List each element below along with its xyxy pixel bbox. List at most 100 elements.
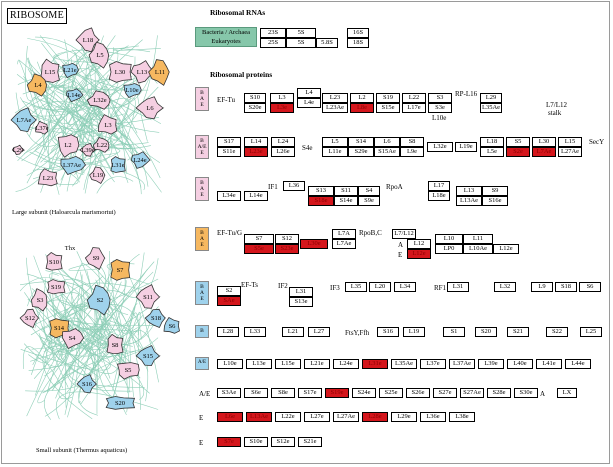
- large-subunit-protein[interactable]: [34, 120, 49, 135]
- protein-cell[interactable]: L28e: [362, 412, 388, 422]
- protein-cell[interactable]: L14e: [244, 191, 268, 201]
- protein-cell[interactable]: S20e: [244, 103, 266, 113]
- protein-cell[interactable]: L10e: [217, 359, 243, 369]
- protein-cell[interactable]: L22e: [275, 412, 301, 422]
- ef-tu-g-label[interactable]: EF-Tu/G: [217, 229, 243, 237]
- protein-cell[interactable]: S18e: [308, 196, 334, 206]
- protein-cell[interactable]: L31e: [362, 359, 388, 369]
- protein-cell[interactable]: S12: [275, 234, 299, 244]
- protein-cell[interactable]: L11e: [322, 147, 348, 157]
- large-subunit-protein[interactable]: [148, 59, 170, 86]
- protein-cell[interactable]: S28e: [487, 388, 511, 398]
- protein-cell[interactable]: S3: [428, 93, 452, 103]
- l7l12-label[interactable]: L7/L12: [546, 101, 567, 109]
- rrna-cell[interactable]: 23S: [260, 28, 286, 38]
- small-subunit-protein[interactable]: [30, 288, 48, 312]
- protein-cell[interactable]: L27: [308, 327, 330, 337]
- protein-cell[interactable]: L7A: [332, 229, 356, 239]
- protein-cell[interactable]: S4: [358, 186, 380, 196]
- protein-cell[interactable]: L5e: [480, 147, 504, 157]
- protein-cell[interactable]: L30: [532, 137, 556, 147]
- protein-cell[interactable]: L32: [494, 282, 516, 292]
- protein-cell[interactable]: LX: [557, 388, 577, 398]
- protein-cell[interactable]: S19: [376, 93, 400, 103]
- rf1-label[interactable]: RF1: [434, 284, 447, 292]
- protein-cell[interactable]: S23e: [275, 244, 299, 254]
- large-subunit-protein[interactable]: [26, 73, 47, 97]
- large-subunit-protein[interactable]: [60, 155, 87, 175]
- protein-cell[interactable]: L44e: [565, 359, 591, 369]
- protein-cell[interactable]: S17e: [298, 388, 322, 398]
- ef-tu-label[interactable]: EF-Tu: [217, 96, 236, 104]
- protein-cell[interactable]: L41e: [536, 359, 562, 369]
- protein-cell[interactable]: L22: [402, 93, 426, 103]
- protein-cell[interactable]: L13e: [246, 359, 272, 369]
- large-subunit-protein[interactable]: [130, 151, 151, 169]
- rrna-cell[interactable]: 5.8S: [316, 38, 338, 48]
- rrna-cell[interactable]: 16S: [347, 28, 369, 38]
- rrna-cell[interactable]: 25S: [260, 38, 286, 48]
- rp-l16-label[interactable]: RP-L16: [455, 90, 478, 98]
- protein-cell[interactable]: S9: [482, 186, 508, 196]
- l10e-label[interactable]: L10e: [432, 114, 447, 122]
- protein-cell[interactable]: LP0: [435, 244, 463, 254]
- rrna-cell[interactable]: 5S: [286, 28, 316, 38]
- protein-cell[interactable]: L37e: [420, 359, 446, 369]
- small-subunit-protein[interactable]: [110, 259, 131, 281]
- protein-cell[interactable]: L11: [463, 234, 493, 244]
- large-subunit-protein[interactable]: [57, 134, 80, 158]
- protein-cell[interactable]: L30e: [300, 239, 328, 249]
- protein-cell[interactable]: L12e: [407, 249, 431, 259]
- protein-cell[interactable]: S2e: [506, 147, 530, 157]
- protein-cell[interactable]: L3: [270, 93, 294, 103]
- secy-label[interactable]: SecY: [589, 138, 605, 146]
- protein-cell[interactable]: S27Ae: [460, 388, 484, 398]
- large-subunit-protein[interactable]: [89, 166, 106, 185]
- small-subunit-protein[interactable]: [19, 308, 40, 329]
- protein-cell[interactable]: L4: [297, 88, 321, 98]
- protein-cell[interactable]: L32e: [427, 142, 453, 152]
- protein-cell[interactable]: L17e: [402, 103, 426, 113]
- ftsy-ffh-label[interactable]: FtsY,Ffh: [345, 329, 370, 337]
- protein-cell[interactable]: L31: [289, 287, 313, 297]
- protein-cell[interactable]: L38e: [449, 412, 475, 422]
- protein-cell[interactable]: L23Ae: [322, 103, 348, 113]
- protein-cell[interactable]: S17: [217, 137, 241, 147]
- if3-label[interactable]: IF3: [330, 284, 340, 292]
- protein-cell[interactable]: S14: [348, 137, 374, 147]
- protein-cell[interactable]: L29: [480, 93, 502, 103]
- protein-cell[interactable]: S11e: [217, 147, 241, 157]
- protein-label[interactable]: S4e: [302, 144, 313, 152]
- large-subunit-protein[interactable]: [130, 60, 155, 84]
- protein-cell[interactable]: L19: [403, 327, 425, 337]
- small-subunit-protein[interactable]: [45, 252, 63, 271]
- protein-cell[interactable]: S21: [507, 327, 529, 337]
- large-subunit-protein[interactable]: [11, 144, 26, 155]
- rpobc-label[interactable]: RpoB,C: [359, 229, 382, 237]
- large-subunit-protein[interactable]: [92, 137, 110, 153]
- small-subunit-protein[interactable]: [46, 279, 66, 295]
- protein-cell[interactable]: L13Ae: [456, 196, 482, 206]
- protein-cell[interactable]: S11: [334, 186, 358, 196]
- small-subunit-protein[interactable]: [86, 284, 111, 316]
- protein-cell[interactable]: L24: [271, 137, 295, 147]
- rrna-cell[interactable]: 5S: [286, 38, 316, 48]
- protein-cell[interactable]: L39e: [478, 359, 504, 369]
- small-subunit-protein[interactable]: [106, 333, 124, 355]
- protein-cell[interactable]: S5: [506, 137, 530, 147]
- protein-cell[interactable]: L7Ae: [532, 147, 556, 157]
- protein-cell[interactable]: L8e: [350, 103, 374, 113]
- protein-cell[interactable]: L7/L12: [392, 229, 416, 239]
- protein-cell[interactable]: L18e: [428, 191, 450, 201]
- large-subunit-protein[interactable]: [39, 58, 60, 83]
- protein-cell[interactable]: L24e: [333, 359, 359, 369]
- protein-cell[interactable]: L27Ae: [558, 147, 582, 157]
- if1-label[interactable]: IF1: [268, 183, 278, 191]
- ef-ts-label[interactable]: EF-Ts: [241, 281, 259, 289]
- protein-cell[interactable]: S29e: [348, 147, 374, 157]
- small-subunit-protein[interactable]: [116, 362, 140, 380]
- protein-cell[interactable]: L23e: [244, 147, 268, 157]
- protein-cell[interactable]: L35Ae: [391, 359, 417, 369]
- protein-cell[interactable]: S15e: [376, 103, 400, 113]
- protein-cell[interactable]: L9: [531, 282, 553, 292]
